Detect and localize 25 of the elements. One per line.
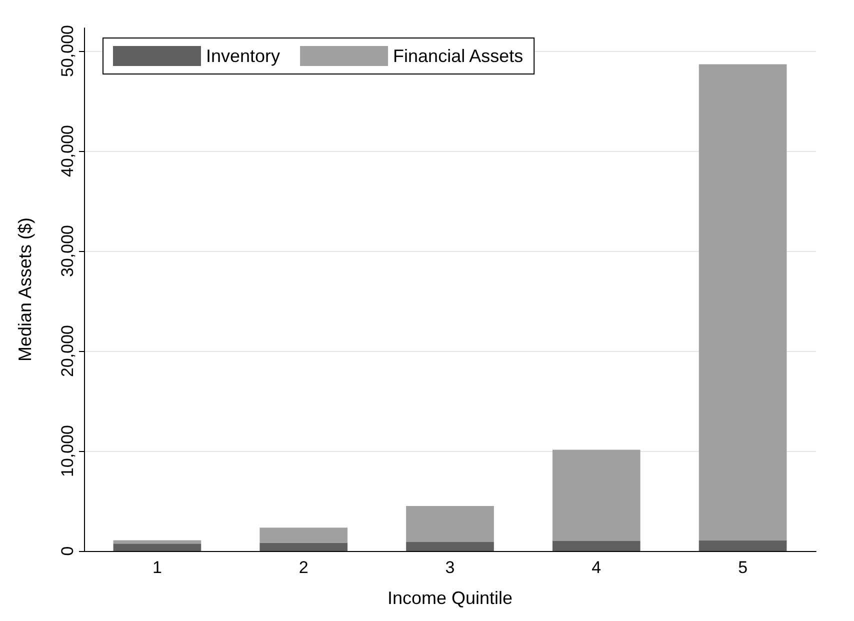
bar [552, 541, 640, 551]
y-tick-label: 30,000 [58, 225, 77, 277]
bar [113, 540, 202, 544]
x-tick-label: 1 [152, 558, 162, 577]
bar [260, 542, 348, 551]
bar [406, 542, 494, 551]
y-tick-label: 20,000 [58, 325, 77, 377]
bar [260, 528, 348, 543]
legend-label: Inventory [206, 46, 280, 66]
bar [552, 450, 640, 541]
x-axis-title: Income Quintile [387, 588, 513, 608]
x-tick-label: 2 [298, 558, 308, 577]
x-tick-label: 5 [738, 558, 748, 577]
y-axis-title: Median Assets ($) [15, 217, 35, 362]
y-tick-label: 50,000 [58, 25, 77, 77]
x-tick-label: 3 [445, 558, 455, 577]
bar [698, 64, 787, 540]
y-tick-label: 0 [58, 546, 77, 556]
x-tick-label: 4 [592, 558, 602, 577]
bar [113, 544, 202, 551]
y-tick-label: 10,000 [58, 425, 77, 477]
bar [698, 540, 787, 551]
y-tick-label: 40,000 [58, 125, 77, 177]
legend-label: Financial Assets [393, 46, 524, 66]
bar [406, 506, 494, 542]
